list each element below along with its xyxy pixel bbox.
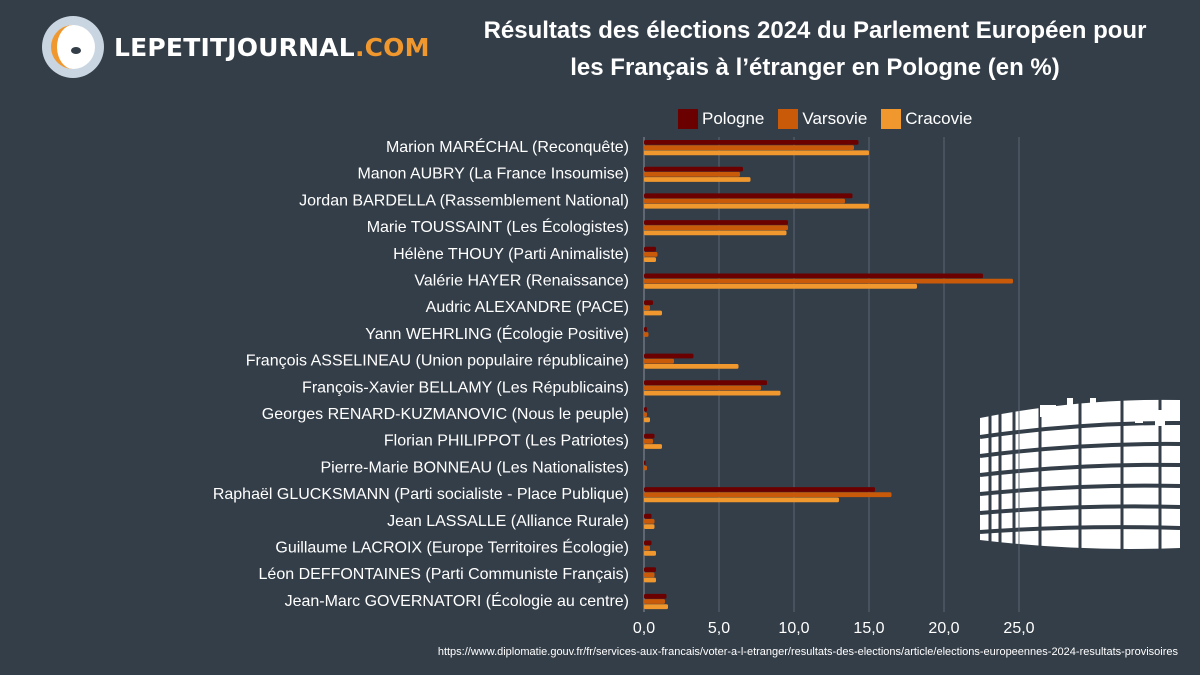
category-label: Yann WEHRLING (Écologie Positive) (365, 324, 629, 343)
bar-cracovie (644, 417, 650, 423)
bar-cracovie (644, 550, 656, 556)
x-tick-label: 5,0 (708, 620, 730, 637)
category-label: Raphaël GLUCKSMANN (Parti socialiste - P… (213, 486, 629, 503)
bar-varsovie (644, 572, 655, 578)
category-label: Jordan BARDELLA (Rassemblement National) (299, 192, 629, 209)
category-label: Marion MARÉCHAL (Reconquête) (386, 137, 629, 156)
bar-varsovie (644, 198, 845, 204)
category-label: Pierre-Marie BONNEAU (Les Nationalistes) (320, 459, 629, 476)
bar-pologne (644, 433, 655, 439)
bar-varsovie (644, 332, 649, 337)
bar-varsovie (644, 412, 647, 417)
logo[interactable]: LEPETITJOURNAL.COM (42, 16, 430, 78)
logo-text: LEPETITJOURNAL.COM (114, 32, 430, 62)
bar-cracovie (644, 524, 655, 529)
bar-pologne (644, 326, 647, 332)
bar-pologne (644, 300, 653, 305)
bar-cracovie (644, 283, 917, 289)
bar-pologne (644, 407, 647, 412)
bar-pologne (644, 540, 652, 546)
bar-cracovie (644, 604, 668, 610)
bar-pologne (644, 460, 646, 466)
bar-varsovie (644, 358, 674, 364)
bar-cracovie (644, 203, 869, 209)
category-label: François-Xavier BELLAMY (Les Républicain… (302, 379, 629, 396)
bar-pologne (644, 567, 656, 572)
bar-varsovie (644, 519, 655, 524)
bar-cracovie (644, 390, 781, 396)
x-tick-label: 15,0 (853, 620, 884, 637)
category-label: Léon DEFFONTAINES (Parti Communiste Fran… (259, 566, 629, 583)
category-label: Audric ALEXANDRE (PACE) (426, 299, 629, 316)
bar-varsovie (644, 278, 1013, 284)
bar-varsovie (644, 545, 650, 551)
bar-pologne (644, 193, 853, 199)
legend-item-varsovie: Varsovie (778, 109, 867, 129)
bar-cracovie (644, 230, 787, 236)
bar-cracovie (644, 364, 739, 369)
bar-pologne (644, 220, 788, 225)
bar-varsovie (644, 252, 658, 257)
category-label: Hélène THOUY (Parti Animaliste) (393, 246, 629, 263)
x-tick-label: 0,0 (633, 620, 655, 637)
category-label: Georges RENARD-KUZMANOVIC (Nous le peupl… (262, 406, 629, 423)
bar-varsovie (644, 225, 788, 231)
bar-cracovie (644, 257, 656, 262)
bar-pologne (644, 593, 667, 599)
category-label: François ASSELINEAU (Union populaire rép… (246, 353, 629, 370)
category-label: Jean LASSALLE (Alliance Rurale) (387, 513, 629, 530)
bar-varsovie (644, 385, 761, 391)
bar-varsovie (644, 145, 854, 150)
bar-cracovie (644, 497, 839, 503)
bar-varsovie (644, 599, 665, 604)
bar-pologne (644, 380, 767, 386)
source-url[interactable]: https://www.diplomatie.gouv.fr/fr/servic… (437, 646, 1178, 658)
x-tick-label: 10,0 (778, 620, 809, 637)
x-tick-label: 20,0 (928, 620, 959, 637)
bar-varsovie (644, 438, 653, 444)
european-parliament-building-icon (979, 395, 1181, 555)
x-tick-label: 25,0 (1003, 620, 1034, 637)
bar-cracovie (644, 444, 662, 449)
category-label: Jean-Marc GOVERNATORI (Écologie au centr… (285, 591, 629, 610)
bar-cracovie (644, 577, 656, 583)
legend-item-pologne: Pologne (678, 109, 764, 129)
legend: Pologne Varsovie Cracovie (678, 109, 972, 129)
category-label: Manon AUBRY (La France Insoumise) (357, 166, 629, 183)
category-label: Valérie HAYER (Renaissance) (414, 273, 629, 290)
bar-varsovie (644, 305, 650, 311)
bar-pologne (644, 140, 859, 145)
category-label: Marie TOUSSAINT (Les Écologistes) (367, 217, 629, 236)
legend-item-cracovie: Cracovie (881, 109, 972, 129)
bar-pologne (644, 273, 983, 279)
smiley-mascot-icon (42, 16, 104, 78)
bar-pologne (644, 487, 875, 492)
category-label: Guillaume LACROIX (Europe Territoires Éc… (275, 538, 629, 557)
bar-varsovie (644, 492, 892, 498)
category-label: Florian PHILIPPOT (Les Patriotes) (384, 433, 629, 450)
bar-varsovie (644, 465, 647, 471)
bar-varsovie (644, 171, 740, 177)
bar-cracovie (644, 177, 751, 182)
bar-pologne (644, 353, 694, 359)
bar-cracovie (644, 310, 662, 316)
bar-pologne (644, 166, 743, 172)
bar-pologne (644, 246, 656, 252)
bar-cracovie (644, 150, 869, 156)
chart-title: Résultats des élections 2024 du Parlemen… (483, 17, 1147, 81)
bar-pologne (644, 513, 652, 519)
